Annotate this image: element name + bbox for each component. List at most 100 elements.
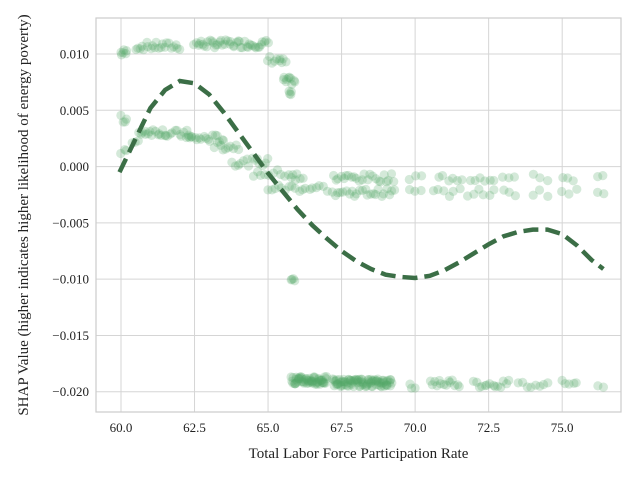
data-point	[260, 37, 270, 47]
data-point	[216, 35, 226, 45]
data-point	[160, 42, 170, 52]
data-point	[332, 379, 342, 389]
data-point	[202, 37, 213, 47]
data-point	[240, 36, 250, 46]
data-point	[214, 137, 224, 147]
data-point	[346, 380, 356, 390]
data-point	[599, 189, 609, 199]
data-point	[485, 379, 495, 389]
data-point	[543, 176, 553, 186]
data-point	[205, 35, 215, 45]
data-point	[370, 376, 380, 386]
data-point	[434, 172, 444, 182]
data-point	[242, 154, 252, 164]
data-point	[142, 37, 152, 48]
data-point	[343, 381, 354, 391]
data-point	[374, 380, 384, 390]
data-point	[444, 176, 454, 186]
data-point	[434, 375, 444, 386]
data-point	[292, 169, 302, 179]
data-point	[370, 189, 381, 200]
data-point	[378, 378, 388, 388]
data-point	[535, 173, 545, 183]
data-point	[287, 376, 297, 386]
data-point	[283, 73, 294, 83]
x-tick-label: 65.0	[257, 420, 280, 435]
data-point	[593, 187, 603, 197]
data-point	[255, 170, 266, 180]
data-point	[354, 374, 364, 384]
data-point	[496, 382, 506, 392]
data-point	[379, 377, 389, 387]
data-point	[504, 375, 514, 385]
data-point	[196, 134, 206, 144]
data-point	[314, 181, 324, 191]
data-point	[485, 175, 495, 185]
data-point	[211, 40, 221, 50]
data-point	[405, 379, 415, 389]
data-point	[218, 135, 229, 146]
data-point	[478, 190, 488, 200]
data-point	[376, 382, 387, 392]
data-point	[355, 377, 365, 387]
data-point	[376, 378, 386, 388]
data-point	[170, 125, 180, 135]
data-point	[184, 130, 194, 140]
data-point	[225, 39, 235, 49]
data-point	[293, 376, 303, 386]
data-point	[598, 171, 608, 181]
y-tick-label: −0.010	[52, 272, 89, 287]
data-point	[332, 380, 342, 390]
data-point	[207, 36, 217, 46]
data-point	[455, 184, 465, 194]
data-point	[265, 52, 275, 62]
data-point	[120, 117, 130, 127]
data-point	[270, 183, 280, 194]
data-point	[187, 132, 197, 142]
data-point	[386, 375, 396, 385]
data-point	[296, 373, 306, 384]
data-point	[314, 374, 324, 385]
data-point	[278, 54, 288, 64]
data-point	[321, 378, 331, 388]
data-point	[367, 381, 377, 392]
data-point	[148, 125, 158, 135]
data-point	[289, 76, 299, 86]
data-point	[169, 42, 179, 52]
data-point	[425, 376, 436, 386]
data-point	[216, 140, 226, 150]
data-point	[531, 380, 541, 390]
data-point	[358, 378, 368, 388]
data-point	[332, 375, 342, 385]
data-point	[307, 376, 317, 386]
data-point	[504, 173, 514, 183]
data-point	[339, 377, 350, 387]
data-point	[362, 380, 372, 390]
data-point	[390, 185, 400, 195]
data-point	[485, 190, 495, 200]
data-point	[437, 171, 448, 181]
data-point	[444, 191, 455, 201]
data-point	[345, 375, 355, 386]
data-point	[307, 183, 317, 193]
data-point	[558, 173, 568, 183]
data-point	[316, 375, 326, 385]
data-point	[539, 379, 549, 390]
data-point	[237, 43, 247, 53]
x-tick-label: 67.5	[330, 420, 353, 435]
data-point	[299, 375, 309, 385]
data-point	[185, 133, 195, 143]
data-point	[335, 377, 346, 387]
data-point	[457, 175, 467, 185]
data-point	[212, 40, 222, 50]
data-point	[444, 376, 454, 386]
data-point	[207, 130, 218, 140]
data-point	[316, 375, 326, 386]
data-point	[368, 171, 378, 181]
data-point	[290, 379, 300, 389]
data-point	[121, 114, 131, 124]
data-point	[307, 377, 317, 387]
data-point	[427, 380, 437, 390]
data-point	[253, 167, 263, 177]
data-point	[201, 133, 211, 143]
